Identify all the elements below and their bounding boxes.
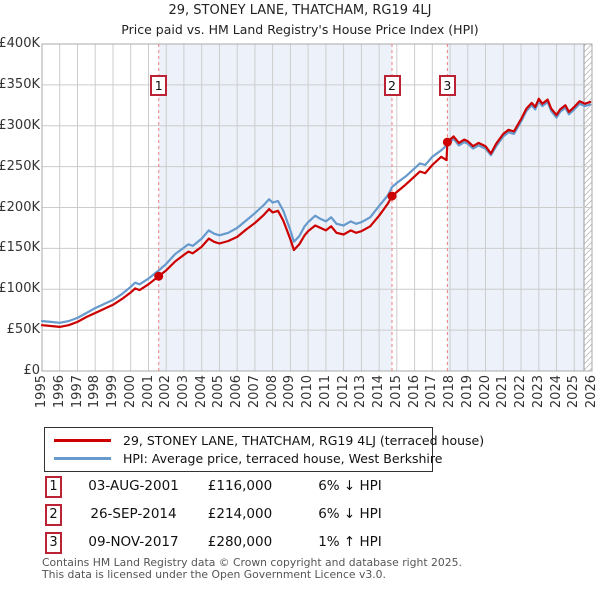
series-line-price-paid xyxy=(40,97,592,328)
hpi-line-swatch xyxy=(54,456,111,460)
sale-date: 26-SEP-2014 xyxy=(90,506,177,522)
sale-number-box: 2 xyxy=(45,504,62,526)
license-footer-line1: Contains HM Land Registry data © Crown c… xyxy=(42,556,462,569)
sale-table-row: 1 03-AUG-2001 £116,000 6% ↓ HPI xyxy=(0,476,600,500)
sale-price: £280,000 xyxy=(207,534,273,550)
series-line-hpi xyxy=(40,100,592,324)
sale-date: 09-NOV-2017 xyxy=(88,534,179,550)
sale-dot xyxy=(154,271,164,281)
chart-legend: 29, STONEY LANE, THATCHAM, RG19 4LJ (ter… xyxy=(44,427,484,472)
price-history-chart xyxy=(40,43,593,372)
sale-price: £116,000 xyxy=(207,478,273,494)
sale-table-row: 2 26-SEP-2014 £214,000 6% ↓ HPI xyxy=(0,504,600,528)
sale-table-row: 3 09-NOV-2017 £280,000 1% ↑ HPI xyxy=(0,532,600,556)
sale-dot xyxy=(442,137,452,147)
plot-border xyxy=(41,43,593,372)
sale-hpi-delta: 6% ↓ HPI xyxy=(318,478,382,494)
legend-label-hpi: HPI: Average price, terraced house, West… xyxy=(123,450,443,466)
page-subtitle: Price paid vs. HM Land Registry's House … xyxy=(121,22,479,37)
legend-row-hpi: HPI: Average price, terraced house, West… xyxy=(45,449,442,467)
license-footer-line2: This data is licensed under the Open Gov… xyxy=(42,567,386,581)
legend-label-price-paid: 29, STONEY LANE, THATCHAM, RG19 4LJ (ter… xyxy=(123,432,485,448)
sale-dot xyxy=(387,191,397,201)
sale-hpi-delta: 1% ↑ HPI xyxy=(318,534,382,550)
sale-number-box: 1 xyxy=(45,476,62,498)
sale-number-box: 3 xyxy=(45,532,62,554)
license-footer: Contains HM Land Registry data © Crown c… xyxy=(42,557,582,580)
sale-price: £214,000 xyxy=(207,506,273,522)
sale-hpi-delta: 6% ↓ HPI xyxy=(318,506,382,522)
legend-row-price-paid: 29, STONEY LANE, THATCHAM, RG19 4LJ (ter… xyxy=(45,431,484,449)
price-paid-line-swatch xyxy=(54,438,111,442)
page-title: 29, STONEY LANE, THATCHAM, RG19 4LJ xyxy=(168,3,432,18)
sale-date: 03-AUG-2001 xyxy=(88,478,179,494)
